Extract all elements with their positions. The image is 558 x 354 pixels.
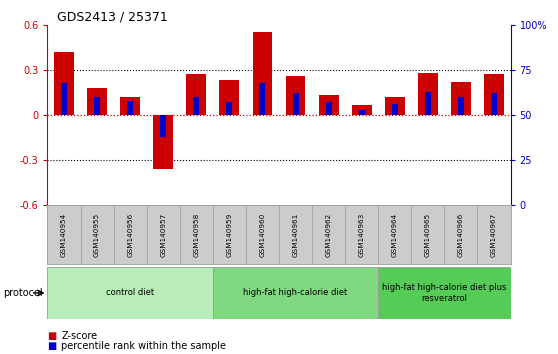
Text: high-fat high-calorie diet: high-fat high-calorie diet — [243, 289, 348, 297]
Bar — [127, 101, 133, 115]
Text: GSM140957: GSM140957 — [160, 212, 166, 257]
Text: percentile rank within the sample: percentile rank within the sample — [61, 341, 227, 351]
Bar — [425, 92, 431, 115]
Bar — [292, 93, 299, 115]
Text: GSM140959: GSM140959 — [227, 212, 232, 257]
Text: GSM140954: GSM140954 — [61, 212, 67, 257]
Bar — [94, 97, 100, 115]
Bar — [319, 96, 339, 115]
Text: GSM140955: GSM140955 — [94, 212, 100, 257]
Bar — [213, 267, 378, 319]
Bar — [378, 267, 511, 319]
Bar — [120, 97, 140, 115]
Text: Z-score: Z-score — [61, 331, 98, 341]
Text: GSM140964: GSM140964 — [392, 212, 398, 257]
Bar — [259, 82, 266, 115]
Bar — [451, 82, 471, 115]
Text: GSM140966: GSM140966 — [458, 212, 464, 257]
Bar — [458, 97, 464, 115]
Text: high-fat high-calorie diet plus
resveratrol: high-fat high-calorie diet plus resverat… — [382, 283, 507, 303]
Bar — [484, 74, 504, 115]
Bar — [359, 110, 365, 115]
Text: GSM140961: GSM140961 — [292, 212, 299, 257]
Bar — [286, 76, 305, 115]
Bar — [87, 88, 107, 115]
Bar — [47, 267, 213, 319]
Bar — [352, 104, 372, 115]
Text: GSM140960: GSM140960 — [259, 212, 266, 257]
Bar — [160, 115, 166, 137]
Bar — [392, 104, 398, 115]
Bar — [227, 102, 232, 115]
Text: GSM140962: GSM140962 — [326, 212, 331, 257]
Text: ■: ■ — [47, 331, 57, 341]
Bar — [153, 115, 173, 169]
Bar — [326, 102, 331, 115]
Text: protocol: protocol — [3, 288, 42, 298]
Bar — [385, 97, 405, 115]
Text: GSM140967: GSM140967 — [491, 212, 497, 257]
Text: GSM140963: GSM140963 — [359, 212, 365, 257]
Text: GSM140956: GSM140956 — [127, 212, 133, 257]
Text: GSM140965: GSM140965 — [425, 212, 431, 257]
Bar — [54, 52, 74, 115]
Bar — [186, 74, 206, 115]
Text: ■: ■ — [47, 341, 57, 351]
Bar — [61, 82, 67, 115]
Bar — [193, 97, 199, 115]
Bar — [219, 80, 239, 115]
Bar — [253, 32, 272, 115]
Bar — [491, 93, 497, 115]
Text: GDS2413 / 25371: GDS2413 / 25371 — [57, 11, 167, 24]
Text: GSM140958: GSM140958 — [193, 212, 199, 257]
Bar — [418, 73, 438, 115]
Text: control diet: control diet — [106, 289, 154, 297]
